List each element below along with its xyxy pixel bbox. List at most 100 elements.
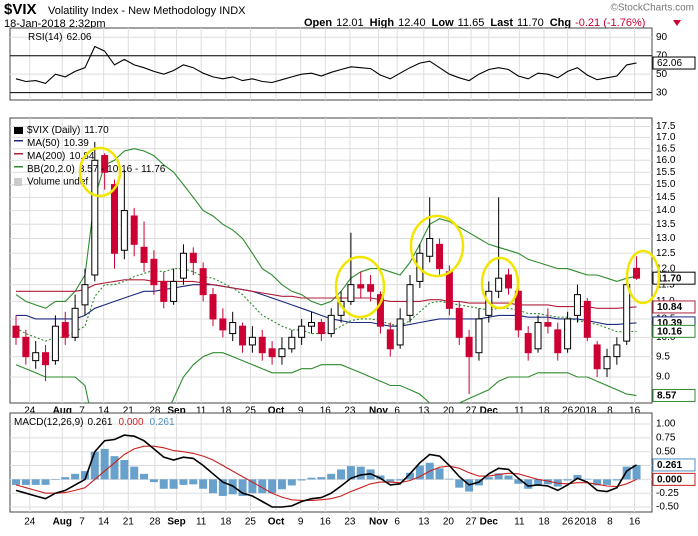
x-tick-label: 9 (298, 517, 304, 528)
histogram-bar (603, 479, 611, 485)
histogram-bar (612, 479, 621, 481)
x-tick-label: 27 (466, 406, 478, 417)
histogram-bar (543, 479, 552, 485)
candle-body (71, 307, 79, 338)
down-arrow (673, 20, 681, 26)
x-tick-label: 2018 (574, 517, 597, 528)
candle-body (367, 284, 375, 292)
last-value-box (652, 324, 696, 338)
panels: 90 70 50 30 RSI(14) 62.06 62.06 17.517.016.516.… (9, 27, 696, 528)
histogram-bar (396, 479, 405, 481)
x-tick-label: 18 (538, 406, 550, 417)
symbol: $VIX (4, 1, 37, 18)
histogram-bar (593, 479, 602, 486)
candle-body (239, 325, 247, 346)
candle-body (426, 237, 434, 257)
quote-value: -0.21 (-1.76%) (575, 17, 645, 29)
highlight-circle (480, 256, 520, 310)
highlight-circle (78, 146, 122, 198)
quote-label: Last (490, 17, 513, 29)
histogram-bar (100, 448, 109, 480)
candle-body (229, 322, 237, 335)
plot-area (12, 141, 641, 403)
candle-body (248, 336, 256, 346)
candle-body (603, 356, 611, 370)
y-tick-label: 1.00 (656, 419, 676, 430)
legend-value: 0.261 (87, 417, 112, 428)
bb-middle (15, 268, 637, 342)
candle-body (505, 274, 512, 289)
plot-area (10, 45, 652, 94)
last-value-label: 11.70 (657, 273, 682, 284)
y-tick-label: 12.5 (656, 248, 676, 259)
last-value-box (652, 388, 696, 402)
x-tick-label: 18 (220, 406, 232, 417)
histogram-bar (583, 478, 592, 480)
candle-body (170, 280, 178, 302)
histogram-bar (130, 466, 139, 480)
highlight-circle (625, 249, 661, 305)
histogram-bar (71, 473, 80, 480)
candle-body (111, 184, 118, 254)
last-value-box (652, 271, 696, 285)
histogram-bar (169, 479, 178, 489)
candle-body (130, 215, 138, 245)
y-tick-label: 9.0 (656, 372, 670, 383)
legend-name: $VIX (Daily) (27, 125, 80, 136)
candle-body (357, 284, 365, 289)
x-tick-label: 6 (394, 517, 400, 528)
x-tick-label: 9 (298, 406, 304, 417)
x-tick-label: 25 (245, 517, 257, 528)
x-tick-label: 24 (24, 406, 36, 417)
candle-body (583, 300, 591, 338)
quote-value: 12.40 (398, 17, 426, 29)
legend-name: MA(200) (27, 151, 65, 162)
histogram-bar (376, 475, 385, 480)
histogram-bar (218, 479, 227, 496)
histogram-bar (484, 477, 493, 480)
panel-frame (9, 117, 653, 404)
legend-value: 0.000 (119, 417, 144, 428)
candle-body (475, 318, 483, 354)
x-tick-label: 26 (562, 517, 574, 528)
candle-body (544, 322, 552, 327)
candle-body (268, 348, 276, 358)
histogram-bar (307, 477, 316, 480)
x-tick-label: 11 (514, 406, 525, 417)
candle-body (12, 325, 20, 338)
x-tick-label: Aug (53, 517, 72, 528)
legend-value: 62.06 (66, 32, 91, 43)
histogram-bar (110, 456, 119, 480)
x-tick-label: 23 (344, 406, 356, 417)
x-tick-label: 16 (320, 406, 332, 417)
legend-swatch (14, 153, 23, 155)
panel-frame (9, 27, 653, 101)
x-tick-label: 16 (629, 517, 641, 528)
histogram-bar (90, 451, 99, 480)
candle-body (633, 267, 641, 279)
quote-value: 11.70 (517, 17, 544, 29)
histogram-bar (356, 466, 365, 480)
ma-line (16, 284, 637, 327)
histogram-bar (209, 479, 217, 494)
legend-entry: MA(200) 10.84 (27, 151, 95, 162)
histogram-bar (622, 466, 631, 480)
last-value-box (652, 458, 696, 472)
y-tick-label: 17.0 (656, 132, 676, 143)
histogram-bar (120, 460, 129, 480)
annotations (78, 146, 661, 319)
legend-swatch (14, 166, 23, 168)
candle-body (278, 348, 286, 358)
x-tick-label: 6 (394, 406, 400, 417)
histogram-bar (346, 466, 355, 480)
quote-label: Low (432, 17, 454, 29)
y-tick-label: 30 (656, 87, 668, 98)
legend-entry: RSI(14) 62.06 (28, 32, 92, 43)
last-value-label: 0.000 (657, 475, 682, 486)
y-tick-label: 15.0 (656, 179, 676, 190)
candle-body (445, 271, 453, 309)
quote-label: High (370, 17, 395, 29)
y-tick-label: 13.5 (656, 219, 676, 230)
y-tick-label: 50 (656, 69, 668, 80)
histogram-bar (514, 479, 523, 484)
